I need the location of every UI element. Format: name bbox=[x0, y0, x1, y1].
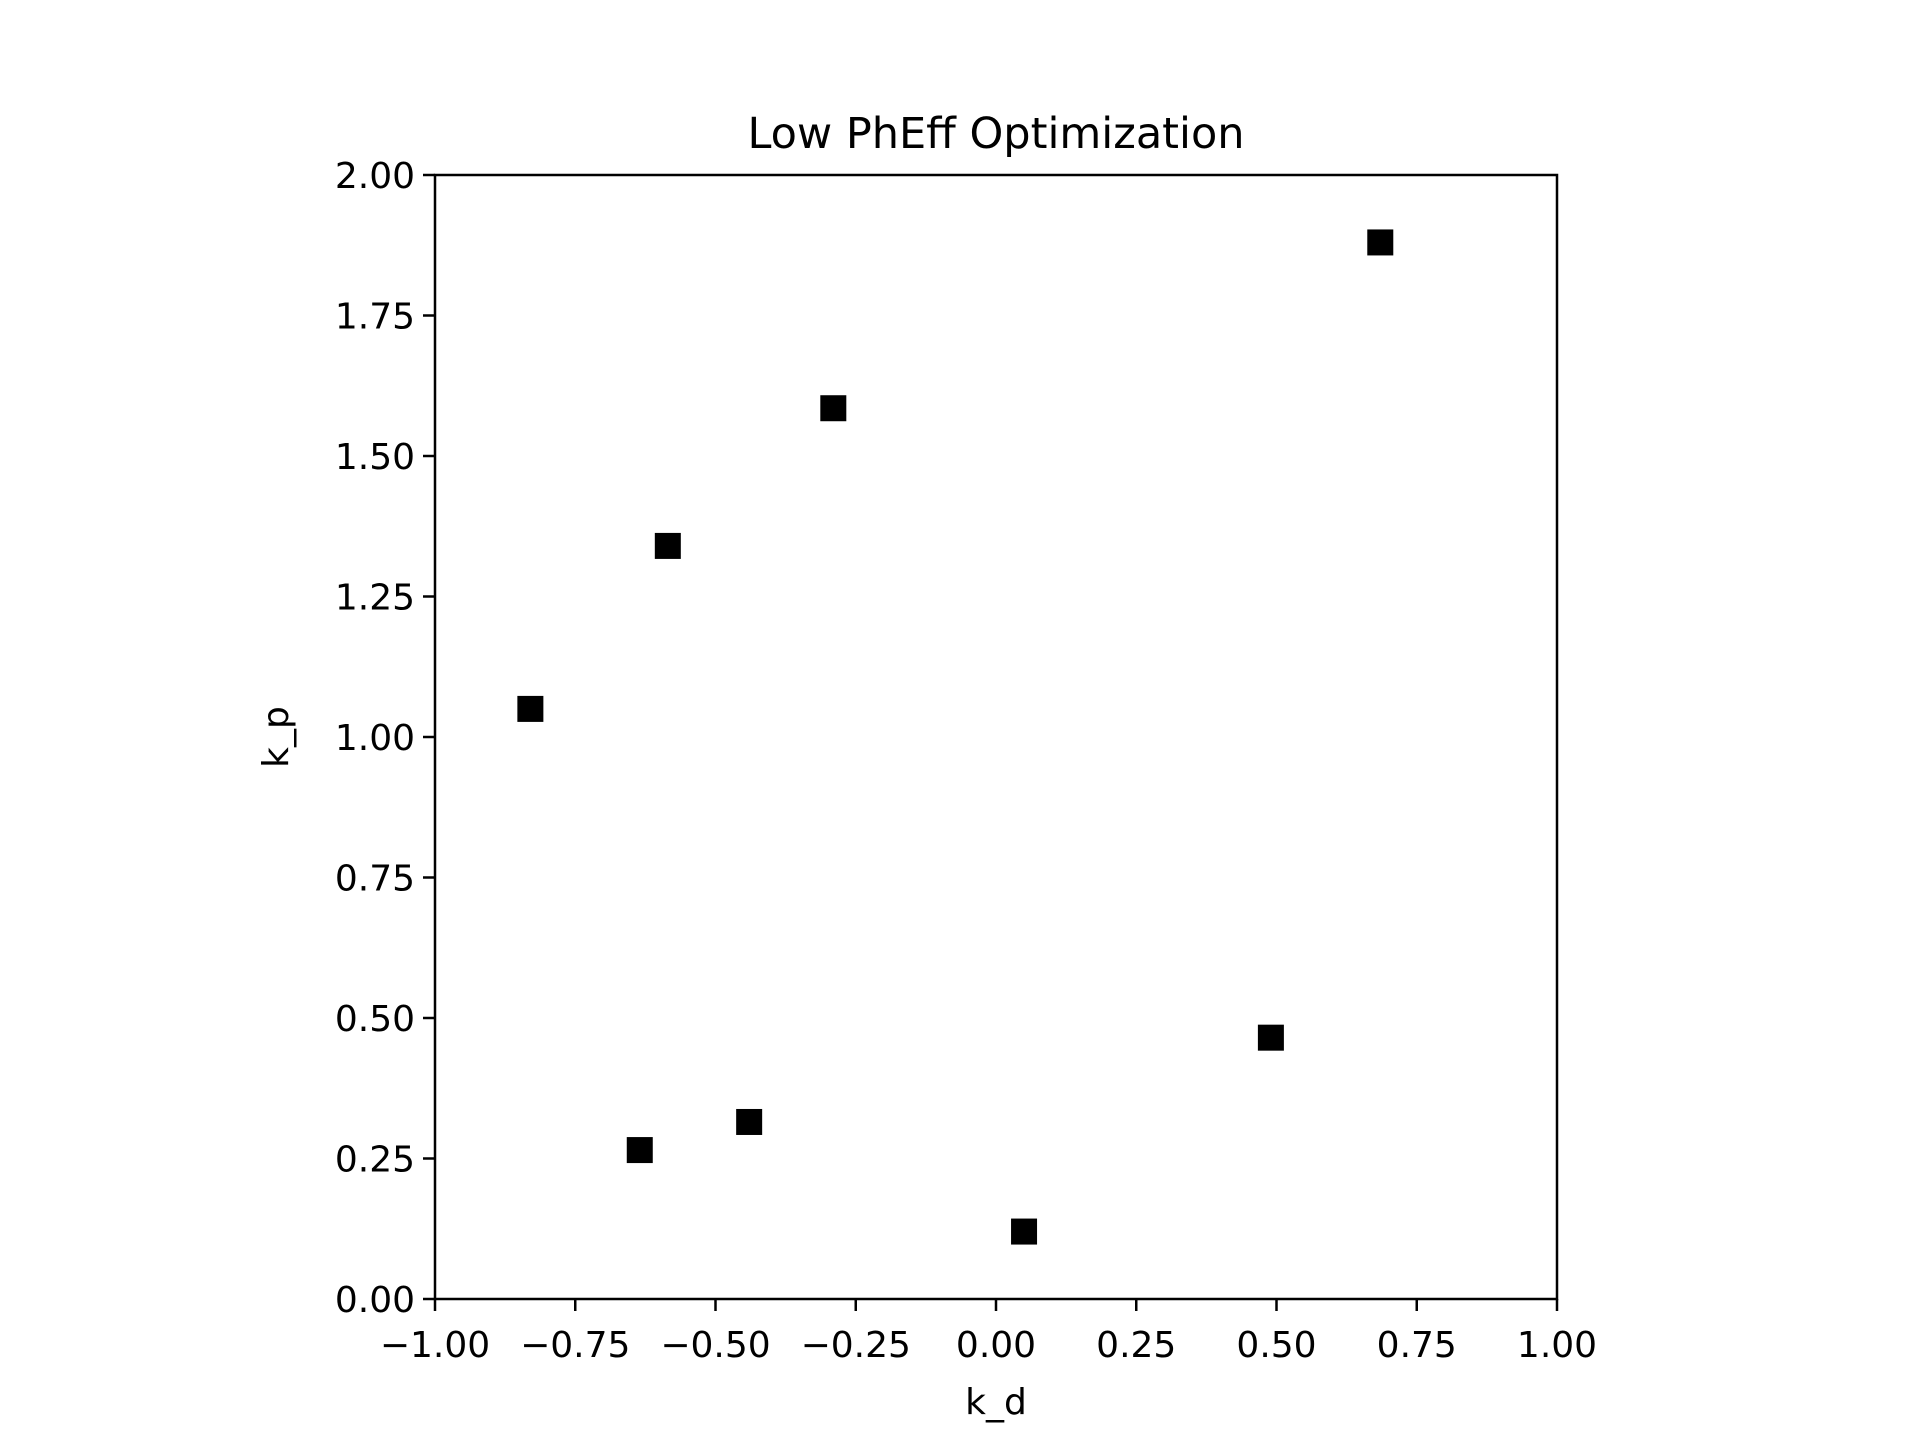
data-point-7 bbox=[1011, 1218, 1038, 1245]
y-tick-label: 0.50 bbox=[335, 999, 415, 1040]
chart-title: Low PhEff Optimization bbox=[747, 109, 1244, 159]
y-tick-label: 1.25 bbox=[335, 578, 415, 619]
x-tick-label: 0.50 bbox=[1236, 1325, 1316, 1366]
x-axis-ticks: −1.00 −0.75 −0.50 −0.25 0.00 0.25 0.50 0.75 1.00 bbox=[380, 1299, 1597, 1366]
y-tick-label: 0.25 bbox=[335, 1140, 415, 1181]
y-tick-label: 1.50 bbox=[335, 437, 415, 478]
data-point-4 bbox=[1367, 229, 1394, 256]
data-point-1 bbox=[517, 695, 544, 722]
x-tick-label: −0.25 bbox=[801, 1325, 911, 1366]
x-tick-label: 0.00 bbox=[956, 1325, 1036, 1366]
y-tick-label: 1.75 bbox=[335, 297, 415, 338]
y-tick-label: 2.00 bbox=[335, 156, 415, 197]
y-axis-label: k_p bbox=[256, 706, 297, 768]
data-point-5 bbox=[626, 1137, 653, 1164]
data-point-6 bbox=[736, 1108, 763, 1135]
x-tick-label: 1.00 bbox=[1517, 1325, 1597, 1366]
x-tick-label: 0.75 bbox=[1377, 1325, 1457, 1366]
y-axis-ticks: 0.00 0.25 0.50 0.75 1.00 1.25 1.50 1.75 2.00 bbox=[335, 156, 435, 1321]
data-points bbox=[517, 229, 1394, 1245]
x-tick-label: 0.25 bbox=[1096, 1325, 1176, 1366]
x-tick-label: −0.50 bbox=[660, 1325, 770, 1366]
y-tick-label: 0.00 bbox=[335, 1280, 415, 1321]
data-point-2 bbox=[654, 532, 681, 559]
x-tick-label: −0.75 bbox=[520, 1325, 630, 1366]
x-axis-label: k_d bbox=[965, 1382, 1027, 1423]
y-tick-label: 0.75 bbox=[335, 859, 415, 900]
x-tick-label: −1.00 bbox=[380, 1325, 490, 1366]
data-point-8 bbox=[1257, 1024, 1284, 1051]
data-point-3 bbox=[820, 395, 847, 422]
y-tick-label: 1.00 bbox=[335, 718, 415, 759]
